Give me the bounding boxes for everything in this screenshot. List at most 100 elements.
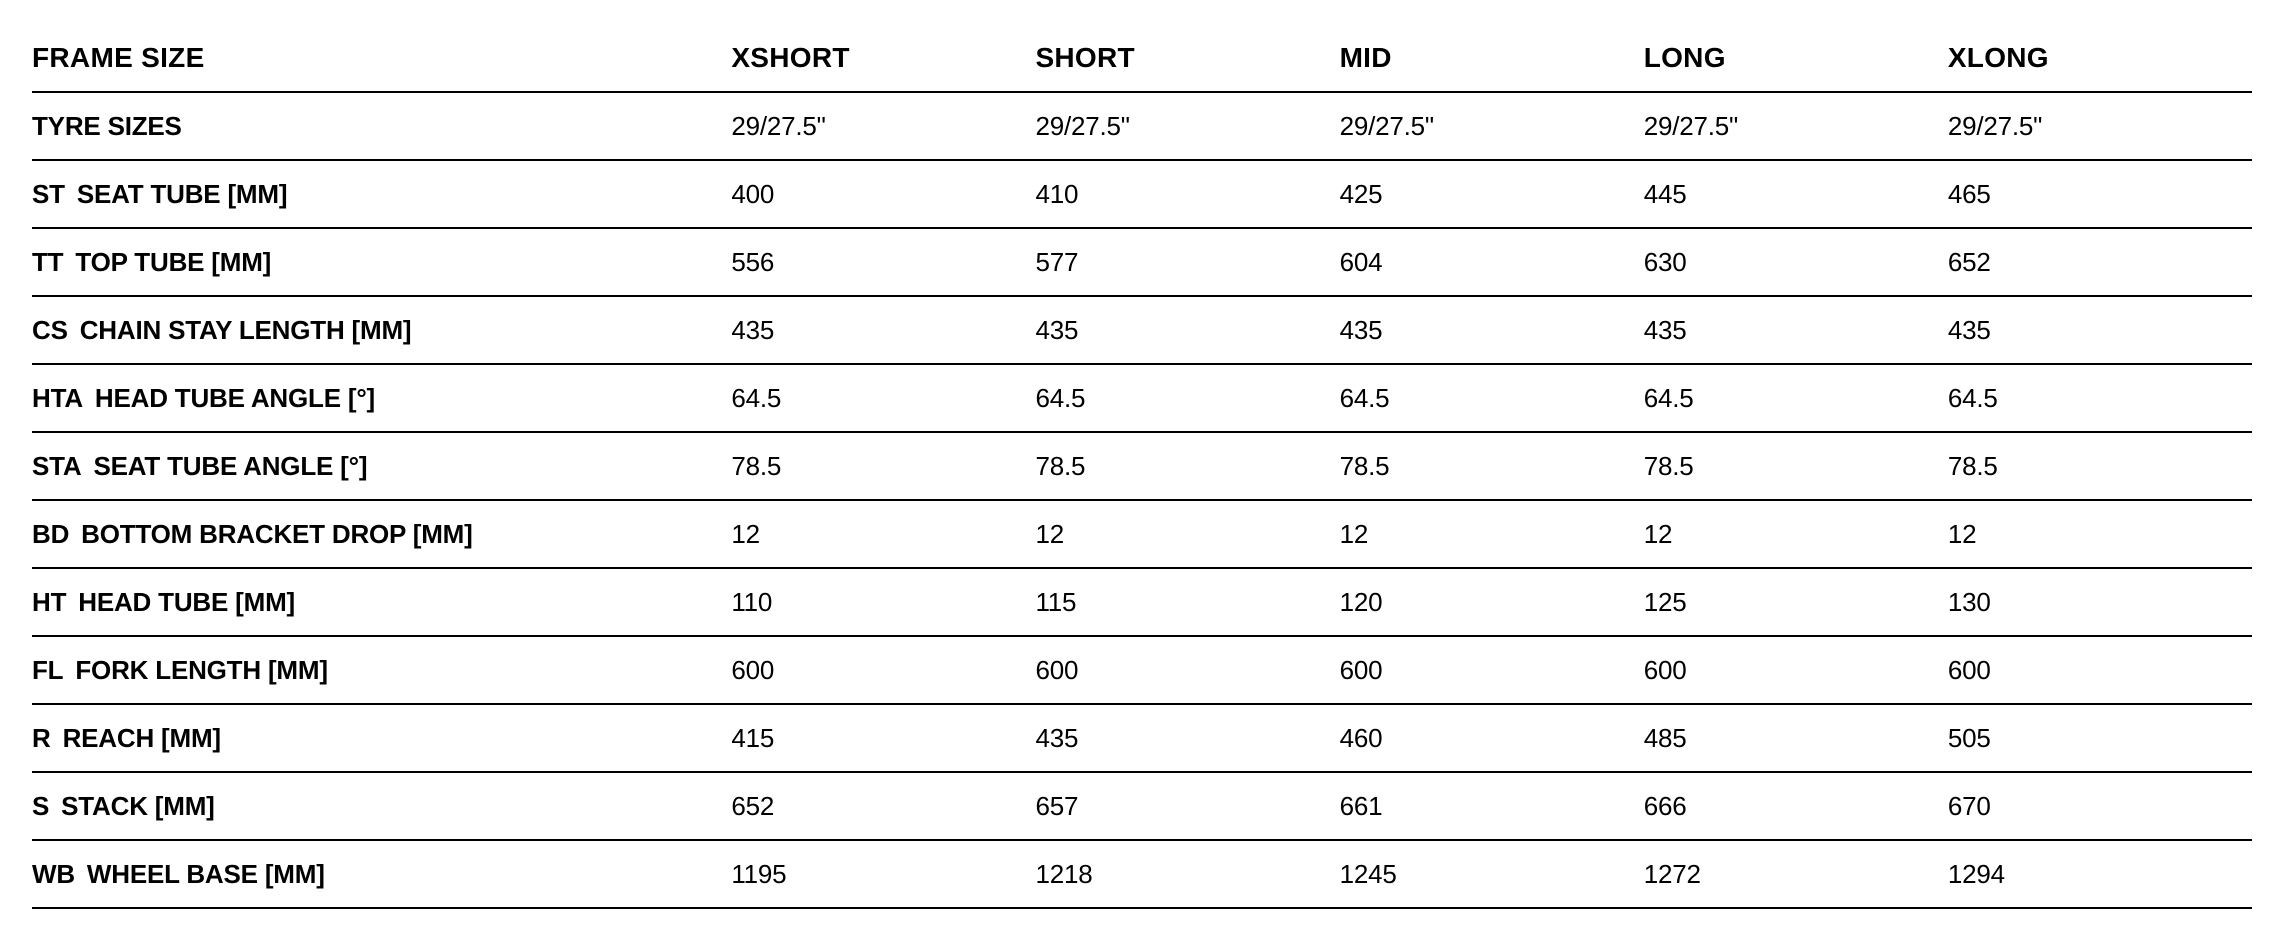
row-label-text: REACH [MM] xyxy=(63,723,221,753)
row-label: HT HEAD TUBE [MM] xyxy=(32,568,731,636)
row-abbr: ST xyxy=(32,179,65,210)
table-cell: 120 xyxy=(1340,568,1644,636)
table-cell: 64.5 xyxy=(1340,364,1644,432)
table-cell: 425 xyxy=(1340,160,1644,228)
table-cell: 1272 xyxy=(1644,840,1948,908)
table-row: FLFORK LENGTH [MM]600600600600600 xyxy=(32,636,2252,704)
row-label: TYRE SIZES xyxy=(32,92,731,160)
table-cell: 415 xyxy=(731,704,1035,772)
table-cell: 1294 xyxy=(1948,840,2252,908)
table-row: STASEAT TUBE ANGLE [°]78.578.578.578.578… xyxy=(32,432,2252,500)
row-label-text: TYRE SIZES xyxy=(32,111,182,141)
table-cell: 64.5 xyxy=(1035,364,1339,432)
table-row: RREACH [MM]415435460485505 xyxy=(32,704,2252,772)
row-label: STSEAT TUBE [MM] xyxy=(32,160,731,228)
table-cell: 12 xyxy=(731,500,1035,568)
table-cell: 666 xyxy=(1644,772,1948,840)
table-cell: 29/27.5" xyxy=(1340,92,1644,160)
table-cell: 670 xyxy=(1948,772,2252,840)
table-cell: 78.5 xyxy=(1948,432,2252,500)
row-label: SSTACK [MM] xyxy=(32,772,731,840)
table-cell: 600 xyxy=(1644,636,1948,704)
table-cell: 435 xyxy=(1948,296,2252,364)
row-label: WB WHEEL BASE [MM] xyxy=(32,840,731,908)
table-cell: 29/27.5" xyxy=(1035,92,1339,160)
table-cell: 110 xyxy=(731,568,1035,636)
geometry-table: FRAME SIZE XSHORT SHORT MID LONG XLONG T… xyxy=(32,24,2252,909)
table-cell: 652 xyxy=(731,772,1035,840)
header-size-long: LONG xyxy=(1644,24,1948,92)
table-row: WB WHEEL BASE [MM] 11951218124512721294 xyxy=(32,840,2252,908)
table-cell: 435 xyxy=(731,296,1035,364)
table-cell: 29/27.5" xyxy=(1948,92,2252,160)
table-cell: 652 xyxy=(1948,228,2252,296)
table-cell: 435 xyxy=(1644,296,1948,364)
table-row: STSEAT TUBE [MM]400410425445465 xyxy=(32,160,2252,228)
row-label-text: CHAIN STAY LENGTH [MM] xyxy=(80,315,412,345)
row-label-text: TOP TUBE [MM] xyxy=(75,247,271,277)
row-label-text: HEAD TUBE [MM] xyxy=(78,587,295,617)
table-cell: 78.5 xyxy=(1035,432,1339,500)
table-cell: 1245 xyxy=(1340,840,1644,908)
table-cell: 29/27.5" xyxy=(731,92,1035,160)
table-cell: 78.5 xyxy=(731,432,1035,500)
table-row: TYRE SIZES29/27.5"29/27.5"29/27.5"29/27.… xyxy=(32,92,2252,160)
table-cell: 64.5 xyxy=(1948,364,2252,432)
table-row: HTAHEAD TUBE ANGLE [°]64.564.564.564.564… xyxy=(32,364,2252,432)
table-row: BDBOTTOM BRACKET DROP [MM]1212121212 xyxy=(32,500,2252,568)
table-cell: 505 xyxy=(1948,704,2252,772)
table-cell: 661 xyxy=(1340,772,1644,840)
table-cell: 64.5 xyxy=(1644,364,1948,432)
header-size-mid: MID xyxy=(1340,24,1644,92)
table-cell: 130 xyxy=(1948,568,2252,636)
row-abbr: S xyxy=(32,791,49,822)
table-cell: 125 xyxy=(1644,568,1948,636)
table-cell: 465 xyxy=(1948,160,2252,228)
table-cell: 1195 xyxy=(731,840,1035,908)
table-row: TT TOP TUBE [MM] 556577604630652 xyxy=(32,228,2252,296)
table-cell: 600 xyxy=(1035,636,1339,704)
table-cell: 78.5 xyxy=(1644,432,1948,500)
table-cell: 485 xyxy=(1644,704,1948,772)
row-label: CS CHAIN STAY LENGTH [MM] xyxy=(32,296,731,364)
table-cell: 12 xyxy=(1035,500,1339,568)
table-cell: 630 xyxy=(1644,228,1948,296)
table-cell: 400 xyxy=(731,160,1035,228)
row-label-text: WHEEL BASE [MM] xyxy=(87,859,325,889)
table-row: HTHEAD TUBE [MM]110115120125130 xyxy=(32,568,2252,636)
table-header-row: FRAME SIZE XSHORT SHORT MID LONG XLONG xyxy=(32,24,2252,92)
header-size-short: SHORT xyxy=(1035,24,1339,92)
row-abbr: R xyxy=(32,723,51,754)
row-abbr: TT xyxy=(32,247,63,278)
table-cell: 600 xyxy=(1948,636,2252,704)
row-label: R REACH [MM] xyxy=(32,704,731,772)
table-cell: 435 xyxy=(1035,296,1339,364)
row-label: TT TOP TUBE [MM] xyxy=(32,228,731,296)
table-cell: 12 xyxy=(1340,500,1644,568)
row-abbr: FL xyxy=(32,655,63,686)
row-label-text: SEAT TUBE ANGLE [°] xyxy=(93,451,367,481)
table-cell: 12 xyxy=(1644,500,1948,568)
row-label: STASEAT TUBE ANGLE [°] xyxy=(32,432,731,500)
table-cell: 600 xyxy=(1340,636,1644,704)
table-cell: 29/27.5" xyxy=(1644,92,1948,160)
row-abbr: HTA xyxy=(32,383,83,414)
table-cell: 410 xyxy=(1035,160,1339,228)
table-cell: 604 xyxy=(1340,228,1644,296)
table-cell: 64.5 xyxy=(731,364,1035,432)
row-label: BDBOTTOM BRACKET DROP [MM] xyxy=(32,500,731,568)
table-cell: 12 xyxy=(1948,500,2252,568)
row-abbr: CS xyxy=(32,315,68,346)
geometry-table-container: FRAME SIZE XSHORT SHORT MID LONG XLONG T… xyxy=(0,0,2284,941)
table-cell: 1218 xyxy=(1035,840,1339,908)
table-cell: 577 xyxy=(1035,228,1339,296)
row-abbr: WB xyxy=(32,859,75,890)
header-size-xshort: XSHORT xyxy=(731,24,1035,92)
table-row: CSCHAIN STAY LENGTH [MM]435435435435435 xyxy=(32,296,2252,364)
row-label: HTAHEAD TUBE ANGLE [°] xyxy=(32,364,731,432)
row-abbr: HT xyxy=(32,587,66,618)
table-cell: 657 xyxy=(1035,772,1339,840)
table-cell: 78.5 xyxy=(1340,432,1644,500)
table-cell: 556 xyxy=(731,228,1035,296)
row-label-text: FORK LENGTH [MM] xyxy=(75,655,327,685)
